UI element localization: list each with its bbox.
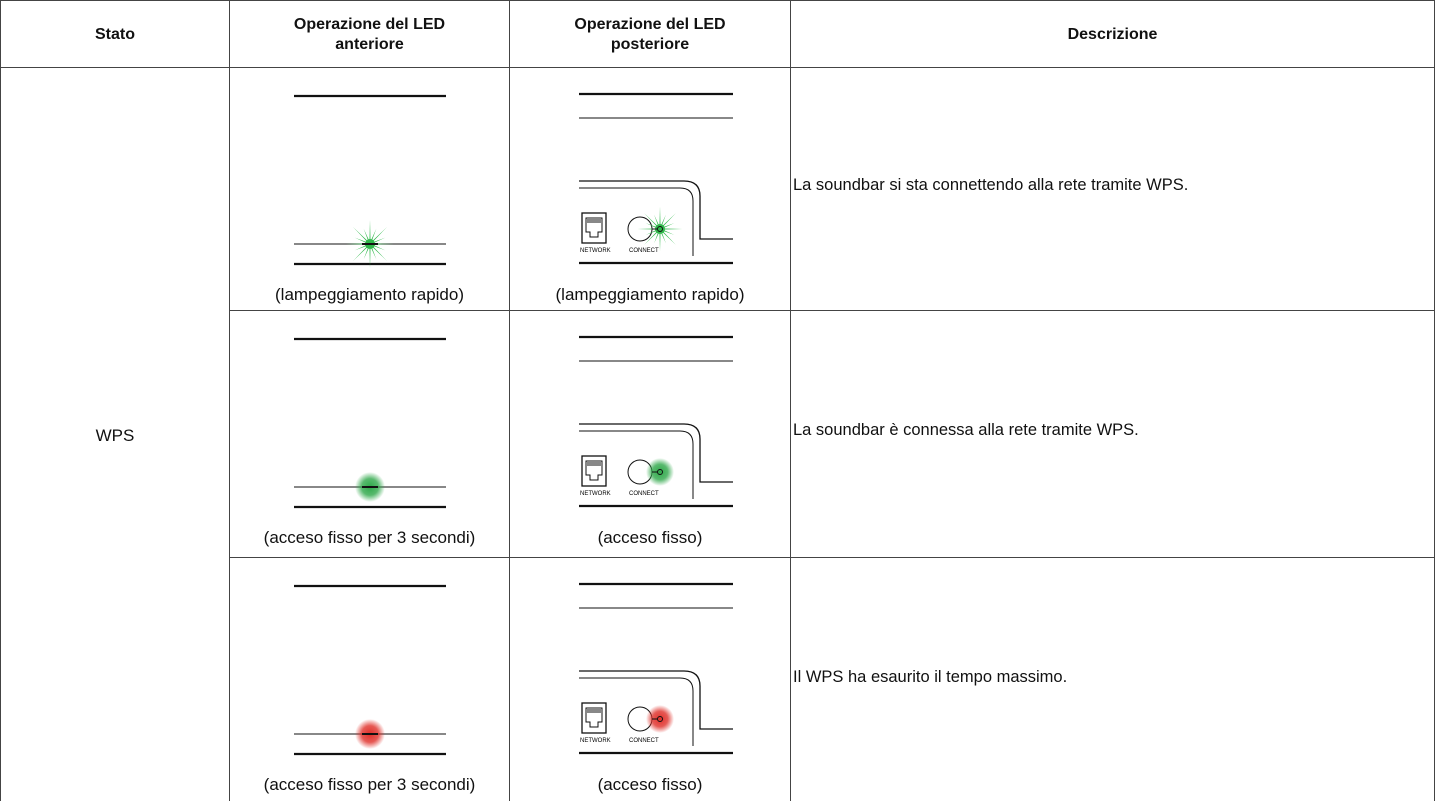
led-ray xyxy=(346,243,367,245)
network-port-inner xyxy=(585,217,603,238)
led-ray xyxy=(354,245,367,251)
connect-label: CONNECT xyxy=(629,491,659,497)
front-illustration xyxy=(294,94,446,268)
led-ray xyxy=(663,223,675,228)
rear-illustration: NETWORK CONNECT xyxy=(579,582,733,755)
led-ray xyxy=(644,213,658,227)
led-hole xyxy=(657,716,663,722)
device-outline xyxy=(579,187,694,256)
front-led-cell: (acceso fisso per 3 secondi) xyxy=(229,557,509,801)
rear-illustration: NETWORK CONNECT xyxy=(579,92,733,265)
front-led-cell: (lampeggiamento rapido) xyxy=(229,67,509,310)
led-ray xyxy=(373,243,394,245)
led-ray xyxy=(663,228,683,230)
device-outline xyxy=(579,180,733,240)
led-ray xyxy=(662,231,676,245)
led-ray xyxy=(637,228,657,230)
description-cell: La soundbar è connessa alla rete tramite… xyxy=(790,310,1435,557)
header-cell: Operazione del LED posteriore xyxy=(509,0,790,68)
front-caption: (acceso fisso per 3 secondi) xyxy=(263,528,476,547)
header-text: Operazione del LED anteriore xyxy=(293,15,446,53)
led-ray xyxy=(369,247,371,268)
connect-label: CONNECT xyxy=(629,248,659,254)
led-ray xyxy=(654,214,659,226)
network-label: NETWORK xyxy=(580,491,611,497)
led-glow xyxy=(646,705,674,733)
device-outline xyxy=(579,670,733,730)
network-port-inner xyxy=(585,460,603,481)
led-ray xyxy=(371,228,377,241)
connect-label: CONNECT xyxy=(629,738,659,744)
led-ray xyxy=(659,206,661,226)
led-ray xyxy=(354,237,367,243)
led-ray xyxy=(369,220,371,241)
led-ray xyxy=(663,230,675,235)
led-ray xyxy=(645,223,657,228)
led-ray xyxy=(662,213,676,227)
rear-led-cell: NETWORK CONNECT (acceso fisso) xyxy=(509,557,790,801)
led-ray xyxy=(661,214,666,226)
front-illustration xyxy=(294,337,446,509)
led-hole xyxy=(657,226,663,232)
front-illustration xyxy=(294,584,446,756)
network-label: NETWORK xyxy=(580,738,611,744)
header-text: Operazione del LED posteriore xyxy=(574,15,726,53)
led-ray xyxy=(373,245,386,251)
device-outline xyxy=(579,423,733,483)
rear-led-cell: NETWORK CONNECT (lampeggiamento rapido) xyxy=(509,67,790,310)
rear-illustration: NETWORK CONNECT xyxy=(579,335,733,508)
front-caption: (acceso fisso per 3 secondi) xyxy=(263,775,476,794)
led-ray xyxy=(363,247,369,260)
led-ray xyxy=(654,232,659,244)
description-cell: La soundbar si sta connettendo alla rete… xyxy=(790,67,1435,310)
led-hole xyxy=(657,469,663,475)
rear-caption: (acceso fisso) xyxy=(597,528,703,547)
front-caption: (lampeggiamento rapido) xyxy=(275,285,464,304)
rear-led-cell: NETWORK CONNECT (acceso fisso) xyxy=(509,310,790,557)
led-ray xyxy=(353,227,368,242)
rear-caption: (lampeggiamento rapido) xyxy=(555,285,745,304)
led-ray xyxy=(363,228,369,241)
header-cell: Operazione del LED anteriore xyxy=(229,0,509,68)
led-ray xyxy=(645,230,657,235)
header-text: Descrizione xyxy=(1067,25,1158,43)
network-port-inner xyxy=(585,707,603,728)
led-ray xyxy=(373,237,386,243)
device-outline xyxy=(579,677,694,746)
front-led-cell: (acceso fisso per 3 secondi) xyxy=(229,310,509,557)
header-cell: Stato xyxy=(0,0,229,68)
led-ray xyxy=(353,246,368,261)
led-ray xyxy=(371,247,377,260)
header-cell: Descrizione xyxy=(790,0,1435,68)
led-ray xyxy=(661,232,666,244)
led-ray xyxy=(372,227,387,242)
header-text: Stato xyxy=(95,25,135,43)
led-ray xyxy=(372,246,387,261)
led-core xyxy=(655,224,665,234)
description-cell: Il WPS ha esaurito il tempo massimo. xyxy=(790,557,1435,801)
led-ray xyxy=(659,232,661,252)
status-cell: WPS xyxy=(0,67,229,801)
rear-caption: (acceso fisso) xyxy=(597,775,703,794)
network-label: NETWORK xyxy=(580,248,611,254)
device-outline xyxy=(579,430,694,499)
led-ray xyxy=(644,231,658,245)
led-glow xyxy=(646,458,674,486)
